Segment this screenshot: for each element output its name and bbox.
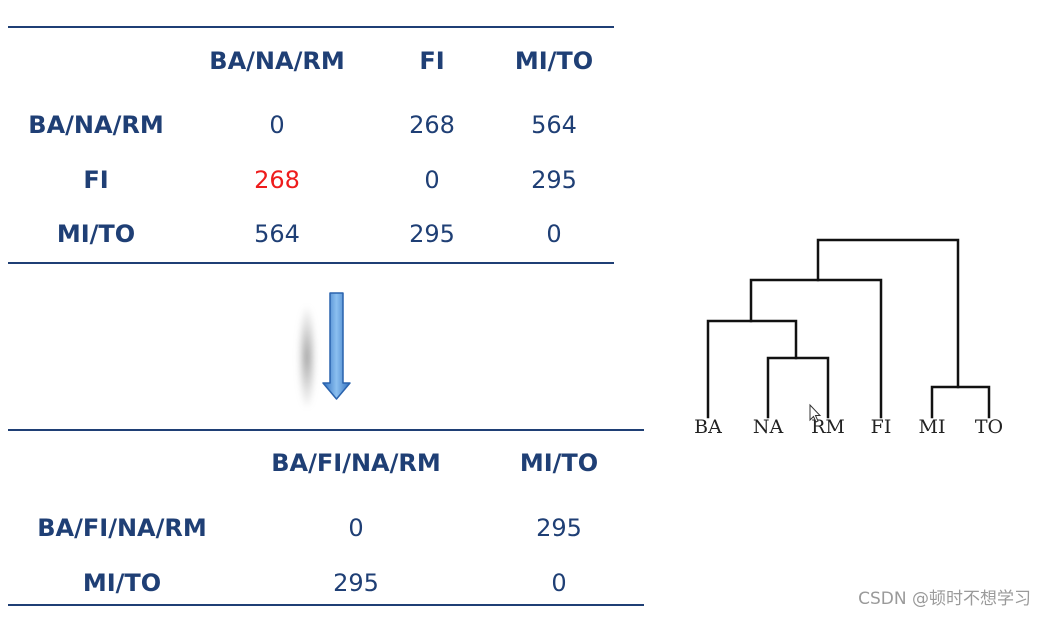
dendrogram-leaf-fi: FI	[871, 416, 892, 438]
dendrogram-branch-mi-to	[930, 385, 991, 419]
table1-cell-3-3: 0	[546, 220, 562, 248]
table1-cell-1-3: 564	[531, 111, 577, 139]
table1-top-rule	[8, 26, 614, 28]
table1-col-header-1: BA/NA/RM	[209, 47, 345, 75]
table2-top-rule	[8, 429, 644, 431]
table1-col-header-3: MI/TO	[514, 47, 594, 75]
table1-cell-1-2: 268	[409, 111, 455, 139]
table1-row-label-1: BA/NA/RM	[28, 111, 164, 139]
mouse-cursor-icon	[809, 403, 822, 423]
table1-cell-1-1: 0	[269, 111, 285, 139]
dendrogram-leaf-na: NA	[753, 416, 784, 438]
table1-cell-3-1: 564	[254, 220, 300, 248]
table1-cell-2-2: 0	[424, 166, 440, 194]
table2-col-header-2: MI/TO	[519, 449, 599, 477]
table2-cell-1-2: 295	[536, 514, 582, 542]
dendrogram-leaf-rm: RM	[811, 416, 845, 438]
table1-row-label-3: MI/TO	[56, 220, 136, 248]
table2-cell-2-1: 295	[333, 569, 379, 597]
dendrogram-branch-root	[816, 238, 960, 389]
table2-cell-2-2: 0	[551, 569, 567, 597]
table2-cell-1-1: 0	[348, 514, 364, 542]
table2-bottom-rule	[8, 604, 644, 606]
dendrogram-leaf-mi: MI	[919, 416, 946, 438]
down-arrow-icon	[290, 285, 360, 420]
table2-row-label-1: BA/FI/NA/RM	[37, 514, 207, 542]
table1-cell-2-1-highlighted: 268	[254, 166, 300, 194]
table1-row-label-2: FI	[83, 166, 109, 194]
dendrogram-leaf-to: TO	[975, 416, 1003, 438]
dendrogram-branch-na-rm	[766, 356, 830, 419]
dendrogram-leaf-ba: BA	[694, 416, 722, 438]
dendrogram-branch-ba-na-rm	[706, 319, 798, 419]
arrow-shadow	[298, 307, 316, 407]
watermark: CSDN @顿时不想学习	[858, 589, 1031, 609]
table1-cell-3-2: 295	[409, 220, 455, 248]
table2-row-label-2: MI/TO	[82, 569, 162, 597]
down-arrow-graphic	[322, 292, 351, 400]
table1-bottom-rule	[8, 262, 614, 264]
table1-cell-2-3: 295	[531, 166, 577, 194]
table1-col-header-2: FI	[419, 47, 445, 75]
dendrogram: BA NA RM FI MI TO	[694, 238, 1003, 438]
table2-col-header-1: BA/FI/NA/RM	[271, 449, 441, 477]
dendrogram-branch-ba-na-rm-fi	[749, 278, 883, 419]
